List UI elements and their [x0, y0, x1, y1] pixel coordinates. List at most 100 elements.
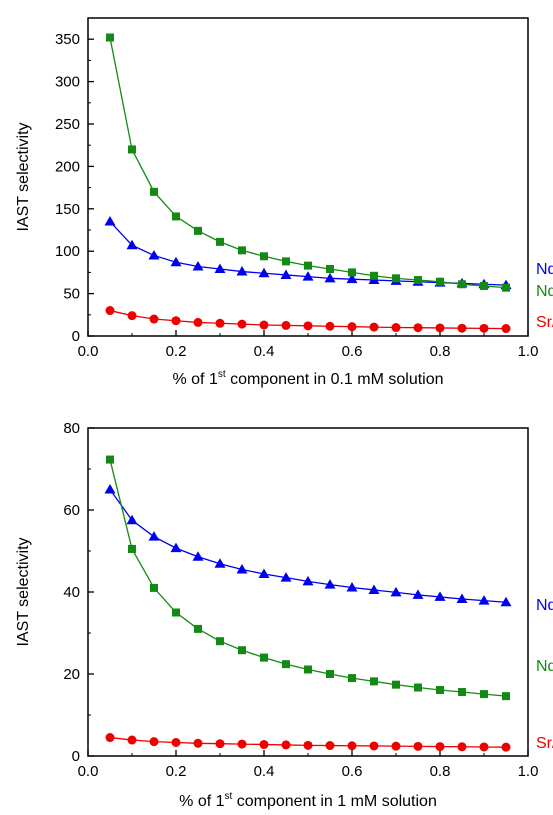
data-point-square: [304, 262, 312, 270]
y-tick-label: 250: [55, 116, 80, 133]
data-point-circle: [216, 739, 225, 748]
series-sr-fe: Sr/Fe: [106, 733, 553, 752]
data-point-triangle: [127, 515, 138, 525]
data-point-circle: [392, 323, 401, 332]
series-nd-fe: Nd/Fe: [106, 34, 553, 300]
data-point-circle: [326, 322, 335, 331]
data-point-circle: [304, 321, 313, 330]
y-axis-label: IAST selectivity: [15, 537, 32, 646]
data-point-square: [106, 34, 114, 42]
data-point-triangle: [171, 543, 182, 553]
data-point-square: [282, 257, 290, 265]
data-point-circle: [436, 323, 445, 332]
data-point-square: [106, 456, 114, 464]
data-point-triangle: [105, 216, 116, 226]
data-point-circle: [348, 322, 357, 331]
data-point-circle: [392, 742, 401, 751]
series-nd-fe: Nd/Fe: [106, 456, 553, 701]
data-point-circle: [172, 738, 181, 747]
x-tick-label: 0.8: [430, 343, 451, 360]
series-label: Nd/Fe: [536, 658, 553, 675]
y-tick-label: 300: [55, 74, 80, 91]
series-nd-sr: Nd/Sr: [105, 216, 553, 289]
x-tick-label: 0.2: [166, 763, 187, 780]
data-point-square: [282, 660, 290, 668]
data-point-square: [150, 188, 158, 196]
data-point-square: [348, 674, 356, 682]
data-point-circle: [106, 733, 115, 742]
x-tick-label: 0.2: [166, 343, 187, 360]
data-point-square: [194, 227, 202, 235]
data-point-square: [436, 278, 444, 286]
data-point-square: [150, 584, 158, 592]
x-axis-label-pre: % of 1: [172, 371, 217, 388]
plot-frame: [88, 428, 528, 756]
data-point-circle: [414, 323, 423, 332]
data-point-circle: [282, 321, 291, 330]
data-point-square: [326, 265, 334, 273]
x-tick-label: 0.8: [430, 763, 451, 780]
data-point-square: [502, 692, 510, 700]
y-tick-label: 350: [55, 31, 80, 48]
data-point-circle: [282, 740, 291, 749]
data-point-circle: [128, 311, 137, 320]
data-point-circle: [414, 742, 423, 751]
y-tick-label: 200: [55, 158, 80, 175]
y-tick-label: 0: [72, 328, 80, 345]
data-point-circle: [260, 320, 269, 329]
x-tick-label: 0.4: [254, 763, 275, 780]
x-tick-label: 0.4: [254, 343, 275, 360]
data-point-square: [502, 284, 510, 292]
series-label: Nd/Sr: [536, 597, 553, 614]
x-axis-label-post: component in 1 mM solution: [232, 793, 437, 810]
data-point-square: [172, 212, 180, 220]
y-tick-label: 150: [55, 201, 80, 218]
data-point-circle: [436, 742, 445, 751]
data-point-triangle: [193, 551, 204, 561]
data-point-square: [238, 246, 246, 254]
x-tick-label: 0.6: [342, 763, 363, 780]
y-tick-label: 20: [63, 666, 80, 683]
series-sr-fe: Sr/Fe: [106, 306, 553, 333]
data-point-square: [414, 684, 422, 692]
y-axis-label: IAST selectivity: [15, 122, 32, 231]
x-tick-label: 0.0: [78, 343, 99, 360]
data-point-circle: [172, 316, 181, 325]
data-point-square: [128, 145, 136, 153]
data-point-circle: [326, 741, 335, 750]
data-point-square: [260, 654, 268, 662]
chart-bottom: 0.0 0.2 0.4 0.6 0.8 1.0020406080% of 1st comp…: [15, 420, 553, 810]
data-point-circle: [194, 739, 203, 748]
chart-top: 0.0 0.2 0.4 0.6 0.8 1.0 0 50 100 150 200 250 300 350%…: [15, 18, 553, 388]
series-label: Nd/Sr: [536, 261, 553, 278]
y-tick-label: 40: [63, 584, 80, 601]
series-label: Sr/Fe: [536, 314, 553, 331]
data-point-circle: [370, 741, 379, 750]
data-point-square: [480, 690, 488, 698]
data-point-square: [458, 280, 466, 288]
data-point-circle: [194, 318, 203, 327]
x-axis-label-post: component in 0.1 mM solution: [226, 371, 444, 388]
series-label: Sr/Fe: [536, 735, 553, 752]
data-point-circle: [370, 323, 379, 332]
series-label: Nd/Fe: [536, 283, 553, 300]
data-point-square: [392, 274, 400, 282]
data-point-square: [260, 252, 268, 260]
data-point-circle: [458, 742, 467, 751]
data-point-square: [348, 268, 356, 276]
y-tick-label: 100: [55, 243, 80, 260]
data-point-circle: [150, 315, 159, 324]
data-point-square: [216, 238, 224, 246]
data-point-square: [458, 688, 466, 696]
data-point-square: [370, 677, 378, 685]
x-tick-label: 0.0: [78, 763, 99, 780]
data-point-square: [172, 609, 180, 617]
data-point-circle: [458, 324, 467, 333]
data-point-circle: [480, 742, 489, 751]
data-point-circle: [216, 319, 225, 328]
x-axis-label: % of 1st component in 0.1 mM solution: [172, 369, 443, 388]
x-tick-label: 0.6: [342, 343, 363, 360]
data-point-circle: [304, 741, 313, 750]
data-point-circle: [106, 306, 115, 315]
